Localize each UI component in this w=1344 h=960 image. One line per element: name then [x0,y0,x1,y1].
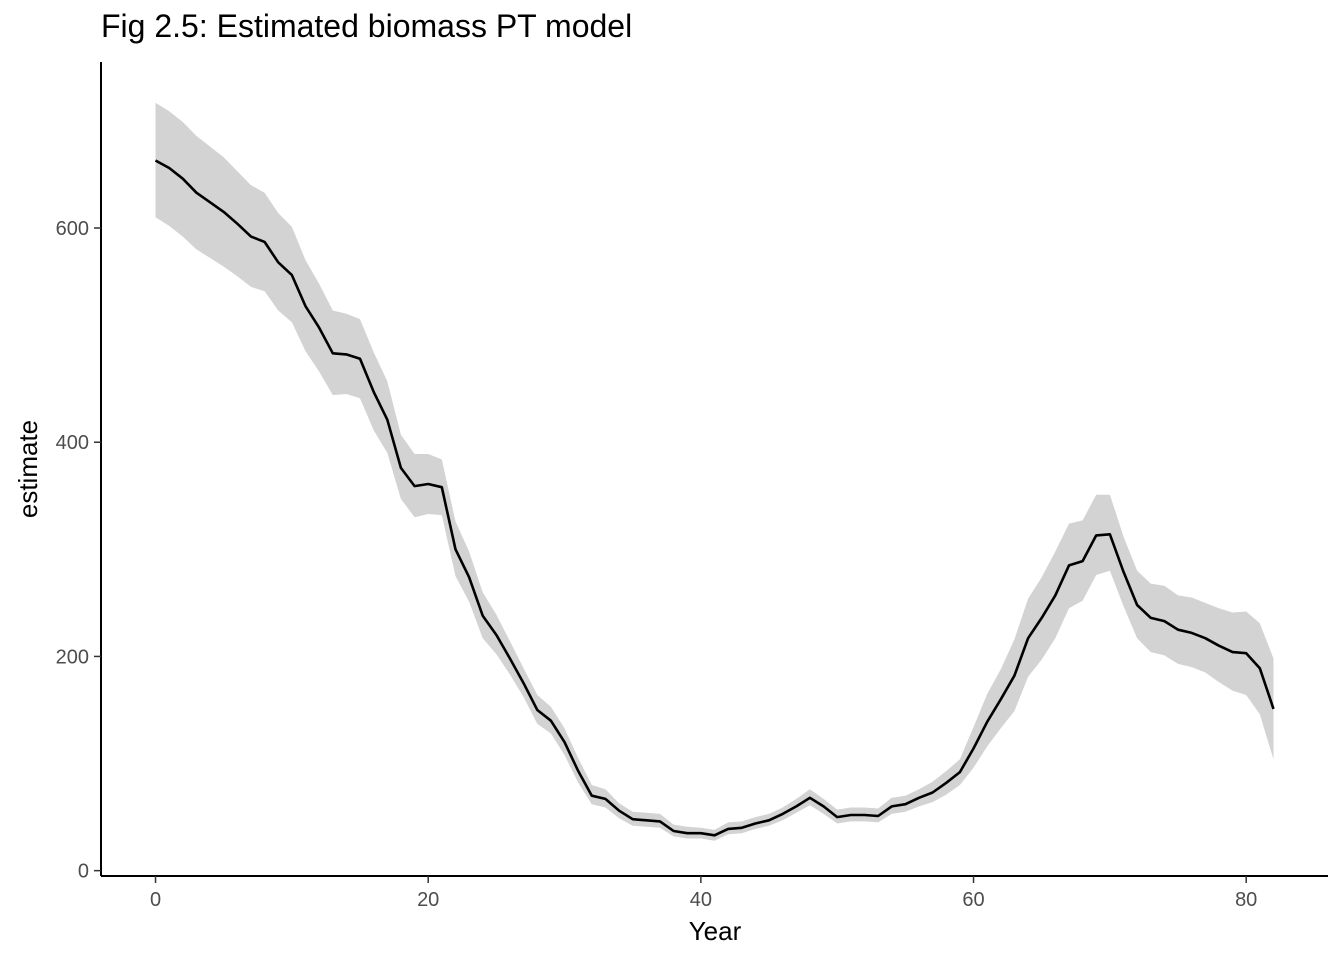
x-tick-label: 40 [690,889,712,911]
x-tick-label: 0 [150,889,161,911]
y-tick-label: 400 [56,432,89,454]
estimate-line [154,159,1275,837]
y-tick-label: 0 [78,861,89,883]
y-tick-label: 600 [56,218,89,240]
confidence-band [155,102,1274,841]
x-tick-label: 60 [962,889,984,911]
chart-title: Fig 2.5: Estimated biomass PT model [101,8,633,44]
y-axis-title: estimate [13,420,43,518]
y-tick-label: 200 [56,646,89,668]
x-tick-label: 80 [1235,889,1257,911]
x-axis-title: Year [689,916,742,946]
x-axis-ticks: 0 20 40 60 80 [150,876,1257,911]
x-tick-label: 20 [417,889,439,911]
y-axis-ticks: 0 200 400 600 [56,218,101,883]
